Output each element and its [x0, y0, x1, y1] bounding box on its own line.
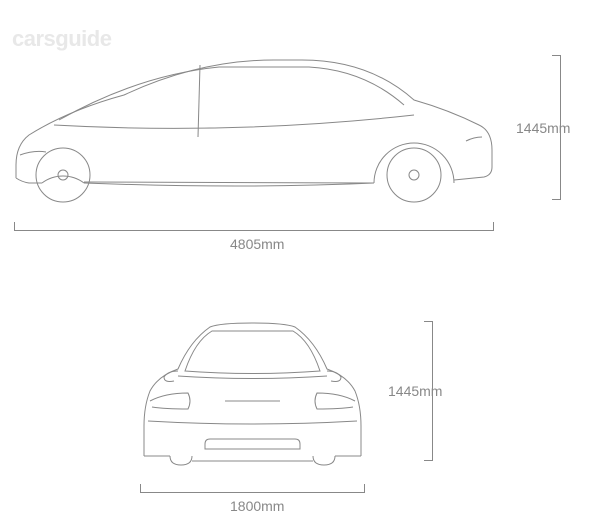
front-width-tick-left [140, 484, 141, 493]
front-height-label: 1445mm [388, 383, 442, 399]
front-height-tick-bottom [424, 460, 433, 461]
front-height-tick-top [424, 321, 433, 322]
side-length-dim-line [14, 230, 494, 231]
front-width-label: 1800mm [230, 498, 284, 514]
side-length-label: 4805mm [230, 236, 284, 252]
front-view-car-outline [140, 321, 365, 466]
side-height-label: 1445mm [516, 120, 570, 136]
side-view-car-outline [14, 55, 494, 205]
watermark: carsguide [12, 26, 111, 52]
side-height-tick-bottom [552, 199, 561, 200]
front-width-dim-line [140, 492, 365, 493]
side-length-tick-right [493, 222, 494, 231]
side-length-tick-left [14, 222, 15, 231]
front-width-tick-right [364, 484, 365, 493]
side-height-tick-top [552, 55, 561, 56]
